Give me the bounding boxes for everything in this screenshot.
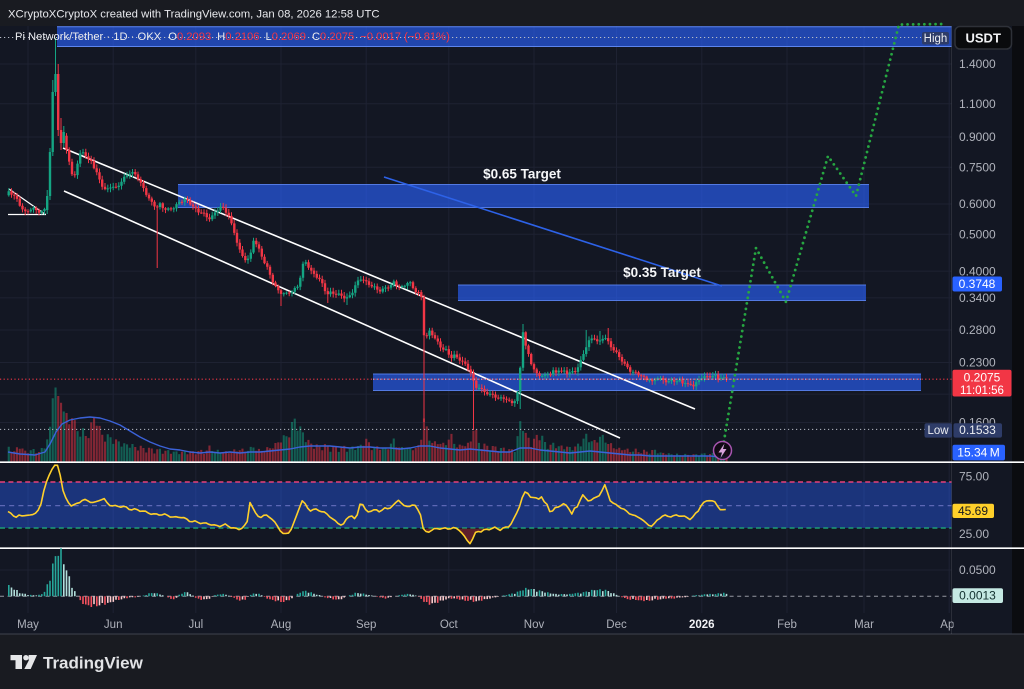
svg-text:XCryptoXCryptoX created with T: XCryptoXCryptoX created with TradingView…	[8, 9, 380, 21]
svg-text:Jun: Jun	[104, 619, 123, 631]
svg-text:Feb: Feb	[777, 619, 797, 631]
svg-text:Mar: Mar	[854, 619, 874, 631]
svg-text:0.3748: 0.3748	[959, 277, 996, 291]
svg-text:1.4000: 1.4000	[959, 57, 996, 71]
svg-text:0.2075: 0.2075	[964, 371, 1001, 385]
svg-text:May: May	[17, 619, 39, 631]
svg-text:0.2300: 0.2300	[959, 356, 996, 370]
svg-text:0.0013: 0.0013	[959, 588, 996, 602]
svg-text:Pi Network/Tether · 1D · OKX: Pi Network/Tether · 1D · OKX O0.2093 H0.2…	[15, 31, 450, 43]
svg-text:Jul: Jul	[188, 619, 203, 631]
svg-text:Aug: Aug	[271, 619, 291, 631]
svg-text:25.00: 25.00	[959, 527, 989, 541]
svg-text:Dec: Dec	[606, 619, 627, 631]
svg-text:1.1000: 1.1000	[959, 97, 996, 111]
svg-text:0.9000: 0.9000	[959, 130, 996, 144]
svg-text:0.7500: 0.7500	[959, 160, 996, 174]
svg-text:USDT: USDT	[966, 30, 1001, 45]
svg-text:11:01:56: 11:01:56	[960, 385, 1004, 397]
svg-text:0.0500: 0.0500	[959, 563, 996, 577]
svg-text:Low: Low	[927, 425, 949, 437]
svg-text:0.6000: 0.6000	[959, 197, 996, 211]
svg-text:45.69: 45.69	[958, 504, 988, 518]
svg-text:Sep: Sep	[356, 619, 376, 631]
svg-text:75.00: 75.00	[959, 470, 989, 484]
svg-text:2026: 2026	[689, 619, 715, 631]
svg-text:Nov: Nov	[524, 619, 545, 631]
svg-text:0.4000: 0.4000	[959, 264, 996, 278]
svg-text:0.5000: 0.5000	[959, 227, 996, 241]
svg-text:15.34 M: 15.34 M	[957, 445, 999, 459]
svg-text:TradingView: TradingView	[43, 654, 144, 673]
svg-text:Apr: Apr	[940, 619, 958, 631]
svg-text:0.1533: 0.1533	[959, 423, 996, 437]
svg-text:$0.35 Target: $0.35 Target	[623, 265, 701, 280]
svg-text:$0.65 Target: $0.65 Target	[483, 167, 561, 182]
svg-text:High: High	[924, 33, 948, 45]
svg-text:0.2800: 0.2800	[959, 323, 996, 337]
svg-text:Oct: Oct	[440, 619, 459, 631]
svg-text:0.3400: 0.3400	[959, 291, 996, 305]
